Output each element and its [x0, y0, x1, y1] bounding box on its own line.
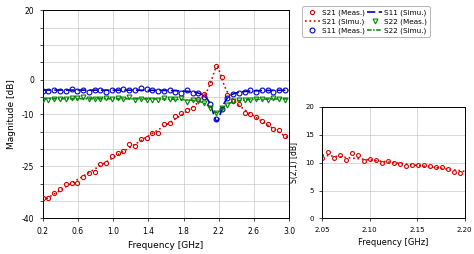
- X-axis label: Frequency [GHz]: Frequency [GHz]: [358, 238, 428, 247]
- Y-axis label: Magnitude [dB]: Magnitude [dB]: [7, 79, 16, 149]
- Y-axis label: S(2,1) [dB]: S(2,1) [dB]: [291, 142, 300, 183]
- Legend: S21 (Meas.), S21 (Simu.), S11 (Meas.), S11 (Simu.), S22 (Meas.), S22 (Simu.): S21 (Meas.), S21 (Simu.), S11 (Meas.), S…: [302, 6, 430, 37]
- X-axis label: Frequency [GHz]: Frequency [GHz]: [128, 241, 203, 250]
